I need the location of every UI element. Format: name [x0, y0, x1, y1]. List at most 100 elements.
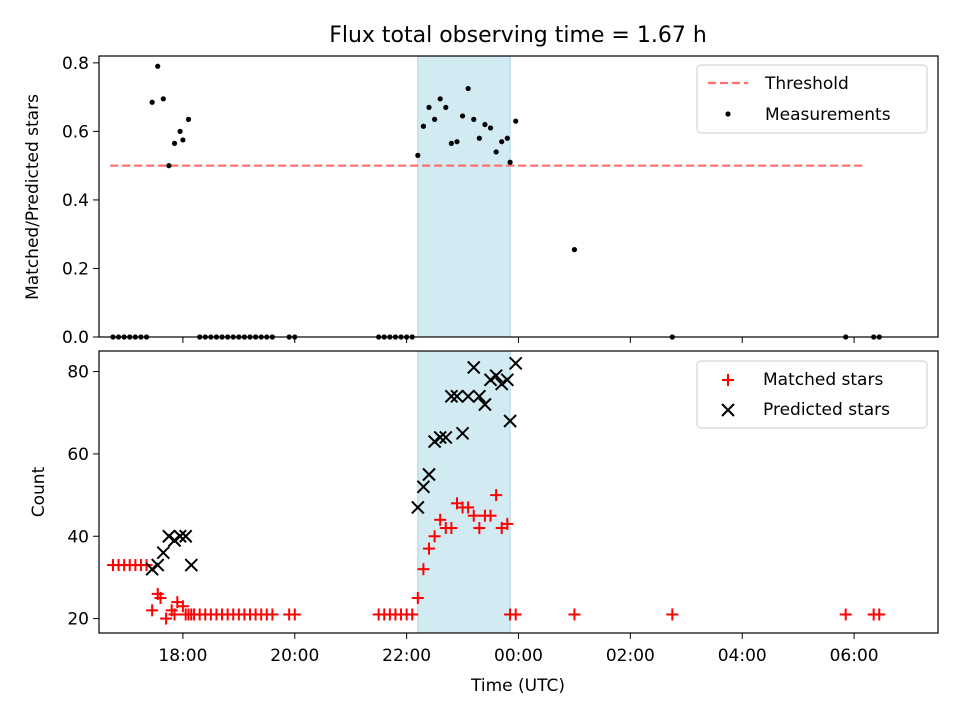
y-tick-label: 60	[67, 445, 89, 465]
measurement-point	[454, 139, 460, 145]
predicted-star-point	[433, 430, 447, 445]
measurement-point	[459, 113, 466, 119]
matched-star-point	[417, 563, 430, 576]
predicted-star-point	[489, 368, 503, 383]
x-tick-label: 18:00	[158, 646, 207, 666]
predicted-star-point	[178, 529, 193, 543]
predicted-star-point	[467, 360, 481, 375]
legend-predicted-swatch	[721, 403, 735, 417]
bottom-panel: 20 40 60 80 18:00 20:00 22:00 00:00 02:00 04:00 0…	[29, 350, 939, 696]
measurement-point	[171, 140, 178, 146]
bottom-legend: Matched stars Predicted stars	[696, 360, 928, 429]
measurement-point	[426, 104, 432, 111]
measurement-point	[415, 152, 421, 158]
measurement-point	[507, 159, 513, 165]
predicted-star-point	[156, 546, 171, 560]
y-tick-label: 80	[67, 363, 89, 383]
matched-star-point	[406, 608, 419, 621]
matched-star-point	[168, 608, 181, 621]
predicted-stars-series	[145, 356, 523, 576]
predicted-star-point	[472, 389, 487, 403]
measurement-point	[443, 104, 449, 111]
x-tick-label: 22:00	[382, 646, 431, 666]
matched-star-point	[288, 608, 301, 621]
measurement-point	[155, 63, 161, 69]
matched-star-point	[490, 489, 503, 502]
predicted-star-point	[500, 373, 515, 387]
measurement-point	[513, 118, 519, 124]
measurement-point	[166, 163, 172, 169]
matched-star-point	[873, 608, 886, 621]
legend-threshold-label: Threshold	[764, 74, 849, 94]
predicted-star-point	[427, 434, 442, 449]
x-tick-label: 04:00	[718, 646, 767, 666]
predicted-star-point	[444, 389, 459, 403]
bottom-y-axis-label: Count	[29, 466, 49, 517]
predicted-star-point	[508, 356, 523, 371]
matched-star-point	[266, 608, 279, 621]
matched-star-point	[666, 608, 679, 621]
measurement-point	[476, 135, 482, 141]
measurement-point	[499, 139, 505, 145]
matched-star-point	[509, 608, 522, 621]
predicted-star-point	[450, 389, 464, 403]
y-tick-label: 40	[67, 527, 89, 547]
matched-star-point	[154, 592, 167, 605]
measurement-point	[149, 99, 155, 105]
predicted-star-point	[455, 426, 470, 441]
predicted-star-point	[416, 480, 431, 494]
matched-star-point	[176, 600, 189, 613]
measurement-point	[432, 116, 438, 122]
predicted-star-point	[167, 533, 182, 548]
matched-star-point	[411, 592, 424, 605]
matched-star-point	[568, 608, 581, 621]
matched-star-point	[160, 612, 173, 625]
matched-star-point	[423, 542, 436, 555]
y-tick-label: 0.0	[62, 328, 89, 348]
top-legend-box	[696, 64, 928, 134]
matched-star-point	[839, 608, 852, 621]
matched-star-point	[473, 522, 486, 535]
measurement-point	[465, 85, 471, 92]
matched-stars-series	[106, 489, 886, 625]
matched-star-point	[428, 530, 441, 543]
top-y-axis: 0.0 0.2 0.4 0.6 0.8	[62, 54, 99, 348]
y-tick-label: 0.4	[62, 191, 89, 211]
matched-star-point	[434, 513, 447, 526]
legend-matched-label: Matched stars	[763, 370, 883, 390]
predicted-star-point	[173, 529, 187, 543]
measurement-point	[504, 135, 510, 141]
measurement-point	[160, 96, 166, 102]
matched-star-point	[146, 604, 159, 617]
y-tick-label: 0.6	[62, 122, 89, 142]
predicted-star-point	[461, 389, 475, 403]
matched-star-point	[501, 517, 514, 530]
predicted-star-point	[483, 373, 498, 387]
observing-window-shade-lower	[417, 350, 511, 634]
matched-star-point	[467, 509, 480, 522]
matched-star-point	[445, 522, 458, 535]
predicted-star-point	[495, 377, 509, 391]
predicted-star-point	[151, 558, 165, 572]
top-x-ticks	[182, 337, 855, 343]
measurement-point	[448, 140, 454, 146]
predicted-star-point	[145, 562, 159, 576]
x-tick-label: 00:00	[494, 646, 543, 666]
measurement-point	[420, 123, 427, 129]
measurement-point	[482, 121, 488, 128]
x-tick-label: 02:00	[606, 646, 655, 666]
measurement-point	[437, 96, 443, 102]
bottom-y-axis: 20 40 60 80	[67, 363, 99, 630]
predicted-star-point	[503, 414, 517, 428]
measurement-point	[177, 128, 183, 134]
measurement-point	[185, 116, 192, 122]
y-tick-label: 20	[67, 610, 89, 630]
top-panel: 0.00.20.40.60.8 Matched/Predicted stars …	[23, 54, 939, 348]
bottom-x-axis: 18:00 20:00 22:00 00:00 02:00 04:00 06:00	[158, 633, 879, 666]
bottom-legend-box	[696, 360, 928, 429]
measurement-point	[487, 125, 494, 131]
legend-measurements-label: Measurements	[765, 105, 891, 125]
top-y-axis-label: Matched/Predicted stars	[23, 94, 43, 300]
measurement-point	[180, 137, 186, 143]
predicted-star-point	[411, 500, 425, 515]
